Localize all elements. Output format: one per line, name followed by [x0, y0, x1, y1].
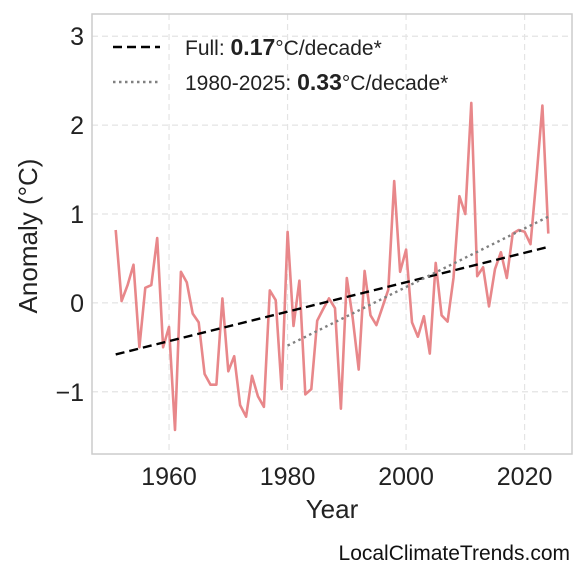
legend-rate: 0.33	[297, 69, 342, 95]
series-layer	[114, 101, 550, 432]
y-tick-label: 0	[70, 290, 84, 318]
y-tick-label: 3	[70, 23, 84, 51]
plot-frame	[91, 13, 573, 455]
series-line-1980-2025	[287, 215, 549, 347]
watermark: LocalClimateTrends.com	[339, 542, 570, 565]
y-tick-label: 2	[70, 112, 84, 140]
x-tick-label: 1960	[141, 463, 197, 491]
series-line-anomaly	[114, 101, 550, 432]
legend-suffix: °C/decade*	[342, 72, 448, 95]
legend-entry: 1980-2025: 0.33°C/decade*	[185, 69, 448, 95]
legend-suffix: °C/decade*	[275, 37, 381, 60]
legend: Full: 0.17°C/decade*1980-2025: 0.33°C/de…	[113, 34, 448, 95]
y-tick-labels: −1 0 1 2 3	[55, 23, 84, 407]
y-tick-label: 1	[70, 201, 84, 229]
legend-rate: 0.17	[231, 34, 276, 60]
legend-prefix: Full:	[185, 37, 231, 60]
legend-entry: Full: 0.17°C/decade*	[185, 34, 382, 60]
y-axis-label: Anomaly (°C)	[13, 159, 43, 314]
x-tick-labels: 1960 1980 2000 2020	[141, 463, 552, 491]
legend-prefix: 1980-2025:	[185, 72, 297, 95]
x-tick-label: 1980	[260, 463, 316, 491]
series-line-full	[115, 245, 549, 356]
x-axis-label: Year	[306, 494, 359, 524]
y-tick-label: −1	[55, 379, 84, 407]
x-tick-label: 2000	[378, 463, 434, 491]
x-tick-label: 2020	[497, 463, 553, 491]
